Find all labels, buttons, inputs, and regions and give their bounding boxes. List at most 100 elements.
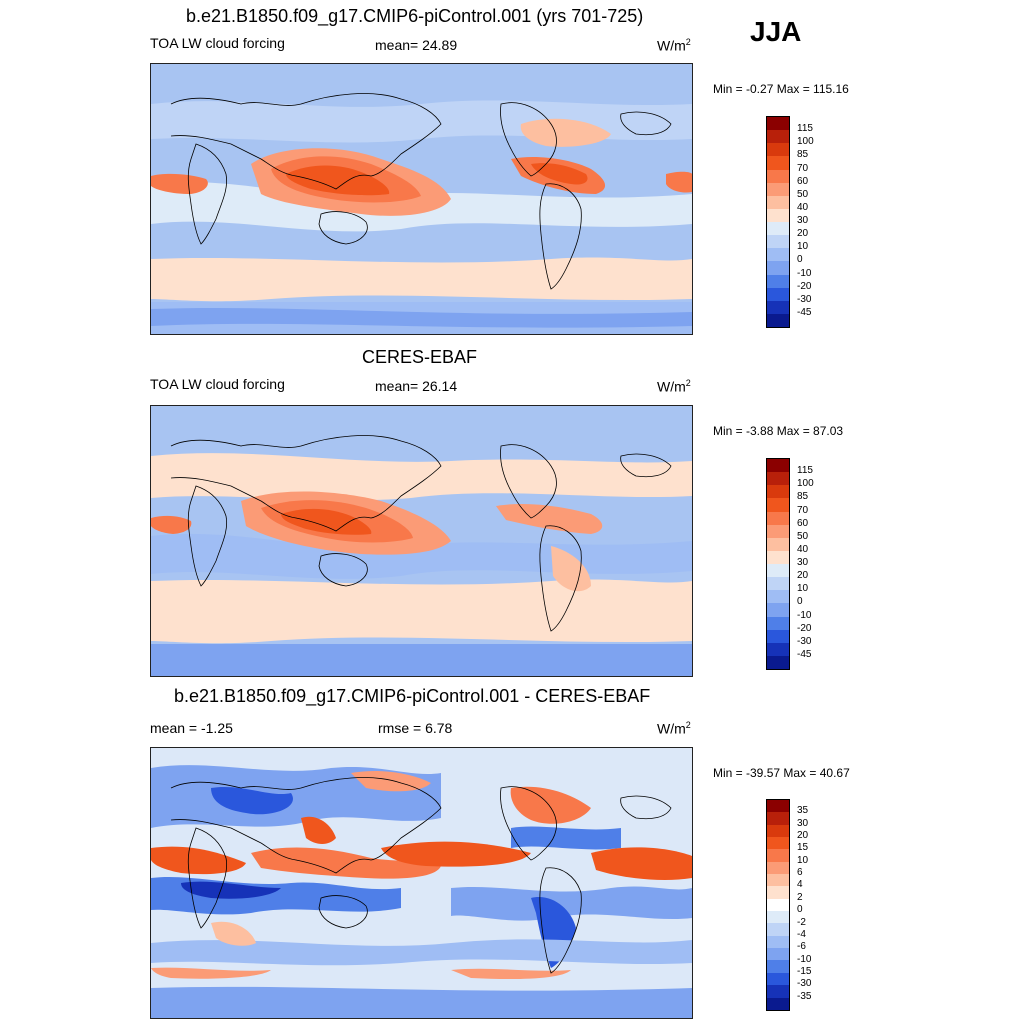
panel-3-colorbar-ticks: 35 30 20 15 10 6 4 2 0 -2 -4 -6 -10 -15 -30 -35 [797, 799, 837, 1011]
panel-2-map [150, 405, 693, 677]
colorbar-tick-label: 60 [797, 517, 809, 529]
colorbar-swatch [767, 182, 789, 196]
colorbar-tick-label: 85 [797, 491, 809, 503]
colorbar-tick-label: 70 [797, 162, 809, 174]
panel-3-colorbar [766, 799, 790, 1011]
season-label: JJA [750, 16, 802, 47]
colorbar-swatch [767, 208, 789, 222]
colorbar-tick-label: -2 [797, 916, 806, 928]
colorbar-swatch [767, 800, 789, 813]
colorbar-swatch [767, 287, 789, 301]
colorbar-tick-label: -10 [797, 953, 812, 965]
colorbar-tick-label: 50 [797, 530, 809, 542]
colorbar-swatch [767, 156, 789, 170]
colorbar-tick-label: 0 [797, 904, 803, 916]
colorbar-swatch [767, 261, 789, 275]
panel-1-map [150, 63, 693, 335]
colorbar-tick-label: 100 [797, 136, 814, 148]
colorbar-swatch [767, 300, 789, 314]
colorbar-tick-label: -20 [797, 622, 812, 634]
panel-1-colorbar [766, 116, 790, 328]
colorbar-tick-label: 70 [797, 504, 809, 516]
colorbar-tick-label: 100 [797, 478, 814, 490]
colorbar-tick-label: -35 [797, 990, 812, 1002]
colorbar-swatch [767, 603, 789, 617]
panel-1-variable-label: TOA LW cloud forcing [150, 35, 285, 51]
colorbar-swatch [767, 911, 789, 924]
panel-3-title: b.e21.B1850.f09_g17.CMIP6-piControl.001 … [174, 686, 651, 706]
colorbar-swatch [767, 960, 789, 973]
panel-3-units: W/m2 [657, 720, 691, 737]
panel-2-units: W/m2 [657, 378, 691, 395]
colorbar-tick-label: -30 [797, 293, 812, 305]
colorbar-swatch [767, 130, 789, 144]
colorbar-tick-label: 20 [797, 830, 809, 842]
colorbar-tick-label: 20 [797, 570, 809, 582]
panel-3-minmax: Min = -39.57 Max = 40.67 [713, 766, 850, 780]
colorbar-swatch [767, 485, 789, 499]
colorbar-swatch [767, 923, 789, 936]
colorbar-swatch [767, 195, 789, 209]
colorbar-tick-label: 2 [797, 891, 803, 903]
colorbar-swatch [767, 313, 789, 327]
colorbar-swatch [767, 985, 789, 998]
colorbar-tick-label: 6 [797, 867, 803, 879]
colorbar-swatch [767, 824, 789, 838]
colorbar-swatch [767, 590, 789, 604]
colorbar-swatch [767, 935, 789, 949]
colorbar-tick-label: 10 [797, 854, 809, 866]
panel-2-title: CERES-EBAF [362, 347, 478, 367]
colorbar-tick-label: -10 [797, 609, 812, 621]
panel-2-colorbar-ticks: 115 100 85 70 60 50 40 30 20 10 0 -10 -20 -30 -45 [797, 458, 837, 670]
colorbar-swatch [767, 616, 789, 630]
colorbar-tick-label: 30 [797, 557, 809, 568]
colorbar-swatch [767, 874, 789, 887]
colorbar-tick-label: 60 [797, 175, 809, 187]
colorbar-tick-label: 4 [797, 879, 803, 891]
colorbar-tick-label: -6 [797, 941, 806, 953]
colorbar-swatch [767, 642, 789, 656]
colorbar-swatch [767, 812, 789, 825]
panel-1-colorbar-ticks: 115 100 85 70 60 50 40 30 20 10 0 -10 -20 -30 -45 [797, 116, 837, 328]
colorbar-swatch [767, 997, 789, 1010]
colorbar-tick-label: -4 [797, 928, 806, 940]
colorbar-tick-label: -45 [797, 648, 812, 660]
colorbar-swatch [767, 248, 789, 262]
colorbar-swatch [767, 629, 789, 643]
colorbar-swatch [767, 861, 789, 875]
colorbar-swatch [767, 511, 789, 525]
panel-2-mean-label: mean= 26.14 [375, 378, 458, 394]
colorbar-swatch [767, 550, 789, 564]
colorbar-swatch [767, 577, 789, 591]
colorbar-tick-label: 50 [797, 188, 809, 200]
colorbar-swatch [767, 886, 789, 899]
panel-1-units: W/m2 [657, 37, 691, 54]
colorbar-tick-label: 85 [797, 149, 809, 161]
colorbar-swatch [767, 655, 789, 669]
colorbar-swatch [767, 564, 789, 578]
colorbar-tick-label: -45 [797, 306, 812, 318]
colorbar-swatch [767, 222, 789, 236]
colorbar-swatch [767, 235, 789, 249]
colorbar-tick-label: 10 [797, 241, 809, 253]
panel-2-variable-label: TOA LW cloud forcing [150, 376, 285, 392]
panel-2-minmax: Min = -3.88 Max = 87.03 [713, 424, 844, 438]
colorbar-tick-label: 35 [797, 805, 809, 817]
colorbar-tick-label: 40 [797, 201, 809, 213]
colorbar-tick-label: 15 [797, 842, 809, 854]
colorbar-tick-label: -15 [797, 965, 812, 977]
colorbar-tick-label: -30 [797, 978, 812, 990]
colorbar-swatch [767, 837, 789, 850]
panel-3-map [150, 747, 693, 1019]
colorbar-tick-label: 30 [797, 817, 809, 829]
colorbar-swatch [767, 524, 789, 538]
panel-1-minmax: Min = -0.27 Max = 115.16 [713, 82, 849, 96]
panel-1-title: b.e21.B1850.f09_g17.CMIP6-piControl.001 … [186, 6, 644, 26]
colorbar-swatch [767, 498, 789, 512]
colorbar-tick-label: 0 [797, 254, 803, 266]
colorbar-swatch [767, 117, 789, 131]
colorbar-swatch [767, 972, 789, 986]
colorbar-tick-label: -10 [797, 267, 812, 279]
colorbar-swatch [767, 898, 789, 912]
colorbar-swatch [767, 849, 789, 862]
